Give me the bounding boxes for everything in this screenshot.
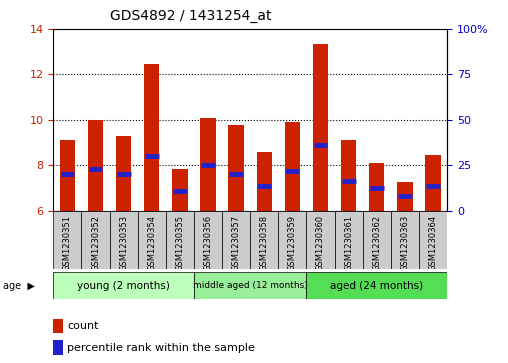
Text: GSM1230358: GSM1230358 bbox=[260, 215, 269, 271]
FancyBboxPatch shape bbox=[391, 211, 419, 269]
Bar bbox=[369, 163, 385, 211]
Text: GSM1230356: GSM1230356 bbox=[204, 215, 212, 271]
FancyBboxPatch shape bbox=[419, 211, 447, 269]
FancyBboxPatch shape bbox=[363, 211, 391, 269]
FancyBboxPatch shape bbox=[335, 211, 363, 269]
Text: GSM1230351: GSM1230351 bbox=[63, 215, 72, 271]
Bar bbox=[284, 122, 300, 211]
FancyBboxPatch shape bbox=[81, 211, 110, 269]
Bar bbox=[59, 140, 75, 211]
Text: GSM1230360: GSM1230360 bbox=[316, 215, 325, 271]
Bar bbox=[172, 168, 187, 211]
Bar bbox=[397, 182, 412, 211]
Bar bbox=[88, 120, 103, 211]
Text: GSM1230352: GSM1230352 bbox=[91, 215, 100, 271]
Bar bbox=[116, 136, 132, 211]
FancyBboxPatch shape bbox=[138, 211, 166, 269]
Bar bbox=[425, 155, 441, 211]
Text: GSM1230361: GSM1230361 bbox=[344, 215, 353, 271]
FancyBboxPatch shape bbox=[278, 211, 306, 269]
Text: aged (24 months): aged (24 months) bbox=[330, 281, 423, 291]
Bar bbox=[229, 126, 244, 211]
Text: age  ▶: age ▶ bbox=[3, 281, 35, 291]
Text: middle aged (12 months): middle aged (12 months) bbox=[193, 281, 307, 290]
Text: GSM1230357: GSM1230357 bbox=[232, 215, 241, 271]
FancyBboxPatch shape bbox=[306, 272, 447, 299]
Text: percentile rank within the sample: percentile rank within the sample bbox=[67, 343, 255, 352]
FancyBboxPatch shape bbox=[194, 211, 222, 269]
Title: GDS4892 / 1431254_at: GDS4892 / 1431254_at bbox=[110, 9, 272, 23]
FancyBboxPatch shape bbox=[306, 211, 335, 269]
FancyBboxPatch shape bbox=[110, 211, 138, 269]
Text: GSM1230363: GSM1230363 bbox=[400, 215, 409, 272]
Bar bbox=[341, 140, 356, 211]
FancyBboxPatch shape bbox=[166, 211, 194, 269]
Text: count: count bbox=[67, 321, 99, 331]
Text: GSM1230353: GSM1230353 bbox=[119, 215, 128, 271]
Text: GSM1230359: GSM1230359 bbox=[288, 215, 297, 271]
Text: young (2 months): young (2 months) bbox=[77, 281, 170, 291]
FancyBboxPatch shape bbox=[53, 272, 194, 299]
Text: GSM1230362: GSM1230362 bbox=[372, 215, 381, 271]
Bar bbox=[313, 44, 328, 211]
Bar bbox=[144, 64, 160, 211]
Text: GSM1230364: GSM1230364 bbox=[428, 215, 437, 271]
FancyBboxPatch shape bbox=[222, 211, 250, 269]
FancyBboxPatch shape bbox=[194, 272, 306, 299]
Bar bbox=[200, 118, 216, 211]
FancyBboxPatch shape bbox=[53, 211, 81, 269]
Bar bbox=[257, 152, 272, 211]
Text: GSM1230355: GSM1230355 bbox=[175, 215, 184, 271]
FancyBboxPatch shape bbox=[250, 211, 278, 269]
Text: GSM1230354: GSM1230354 bbox=[147, 215, 156, 271]
Bar bbox=[53, 340, 63, 355]
Bar bbox=[53, 319, 63, 333]
